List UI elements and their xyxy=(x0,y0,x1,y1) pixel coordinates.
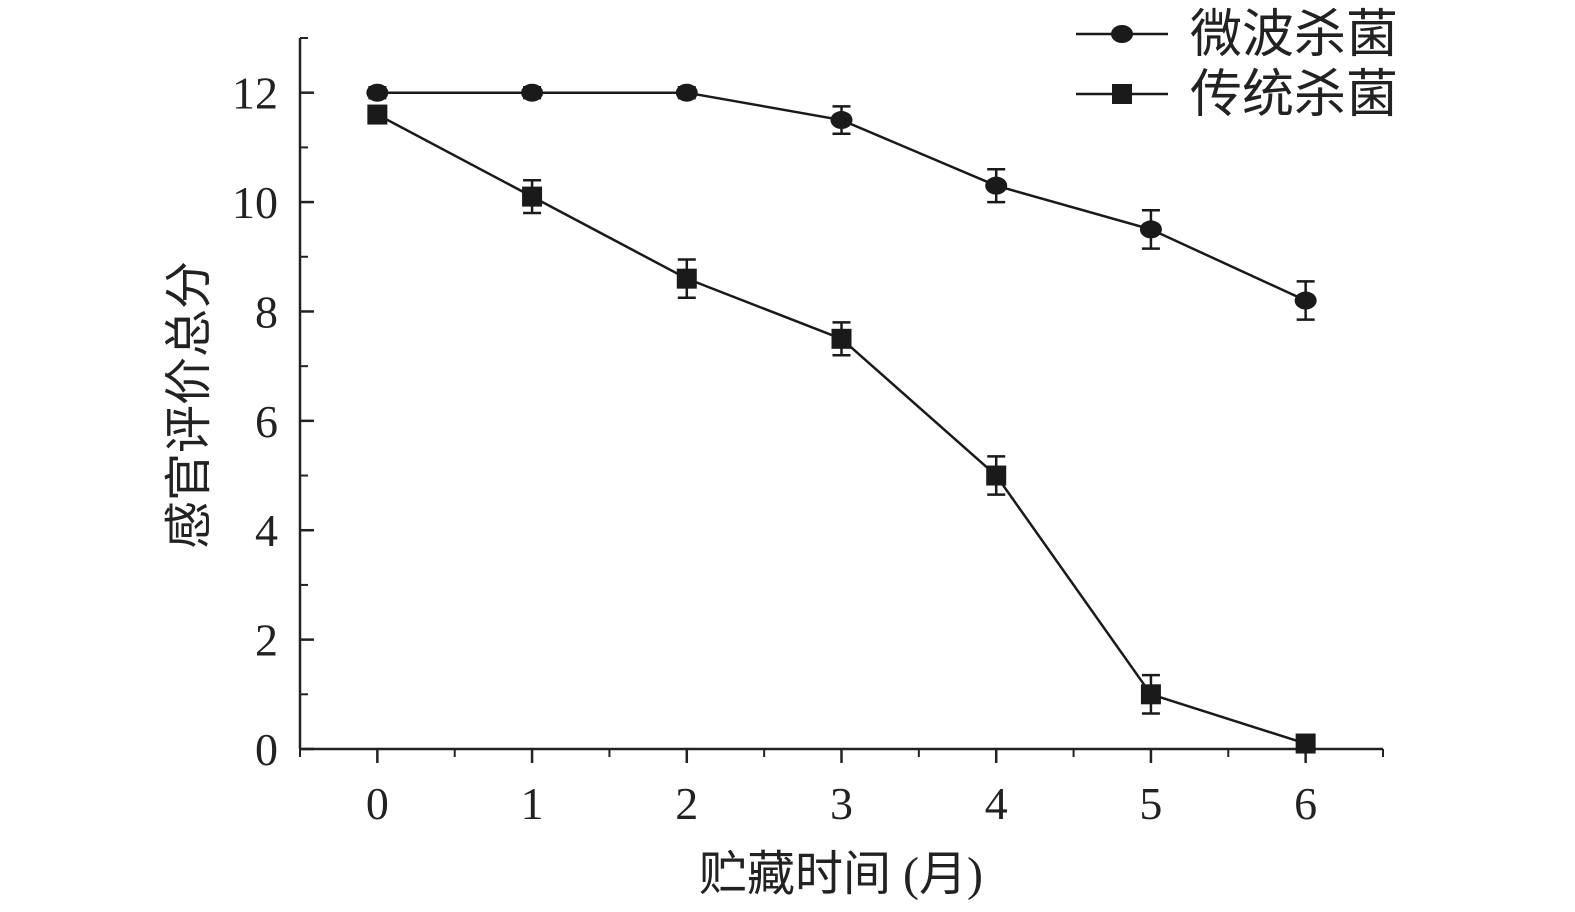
y-tick-label: 6 xyxy=(255,396,278,447)
data-point xyxy=(1294,291,1317,310)
y-tick-label: 0 xyxy=(255,724,278,775)
x-tick-label: 0 xyxy=(366,778,389,829)
y-axis-title: 感官评价总分 xyxy=(163,261,216,549)
x-tick-label: 3 xyxy=(830,778,853,829)
y-tick-label: 2 xyxy=(255,615,278,666)
series-line xyxy=(376,113,1307,745)
data-point xyxy=(522,186,543,207)
series-layer xyxy=(366,83,1317,754)
data-point xyxy=(986,465,1007,486)
data-point xyxy=(1139,220,1162,239)
legend-marker xyxy=(1112,84,1132,104)
x-tick-label: 5 xyxy=(1139,778,1162,829)
data-point xyxy=(1295,733,1316,754)
y-tick-label: 12 xyxy=(232,68,278,119)
series-microwave xyxy=(366,83,1317,321)
x-tick-label: 6 xyxy=(1294,778,1317,829)
legend-label: 传统杀菌 xyxy=(1190,67,1398,124)
y-tick-label: 4 xyxy=(255,505,278,556)
data-point xyxy=(367,104,388,125)
data-point xyxy=(675,83,698,102)
legend-marker xyxy=(1111,25,1133,43)
data-point xyxy=(1140,684,1161,705)
legend-label: 微波杀菌 xyxy=(1190,7,1398,64)
data-point xyxy=(366,83,389,102)
y-tick-label: 10 xyxy=(232,177,278,228)
data-point xyxy=(676,268,697,289)
x-tick-label: 1 xyxy=(521,778,544,829)
x-tick-label: 2 xyxy=(675,778,698,829)
data-point xyxy=(831,328,852,349)
data-point xyxy=(830,111,853,130)
data-point xyxy=(521,83,544,102)
x-axis-title: 贮藏时间 (月) xyxy=(699,848,983,901)
y-tick-label: 8 xyxy=(255,286,278,337)
x-tick-label: 4 xyxy=(985,778,1008,829)
data-point xyxy=(985,176,1008,195)
series-traditional xyxy=(367,104,1316,754)
